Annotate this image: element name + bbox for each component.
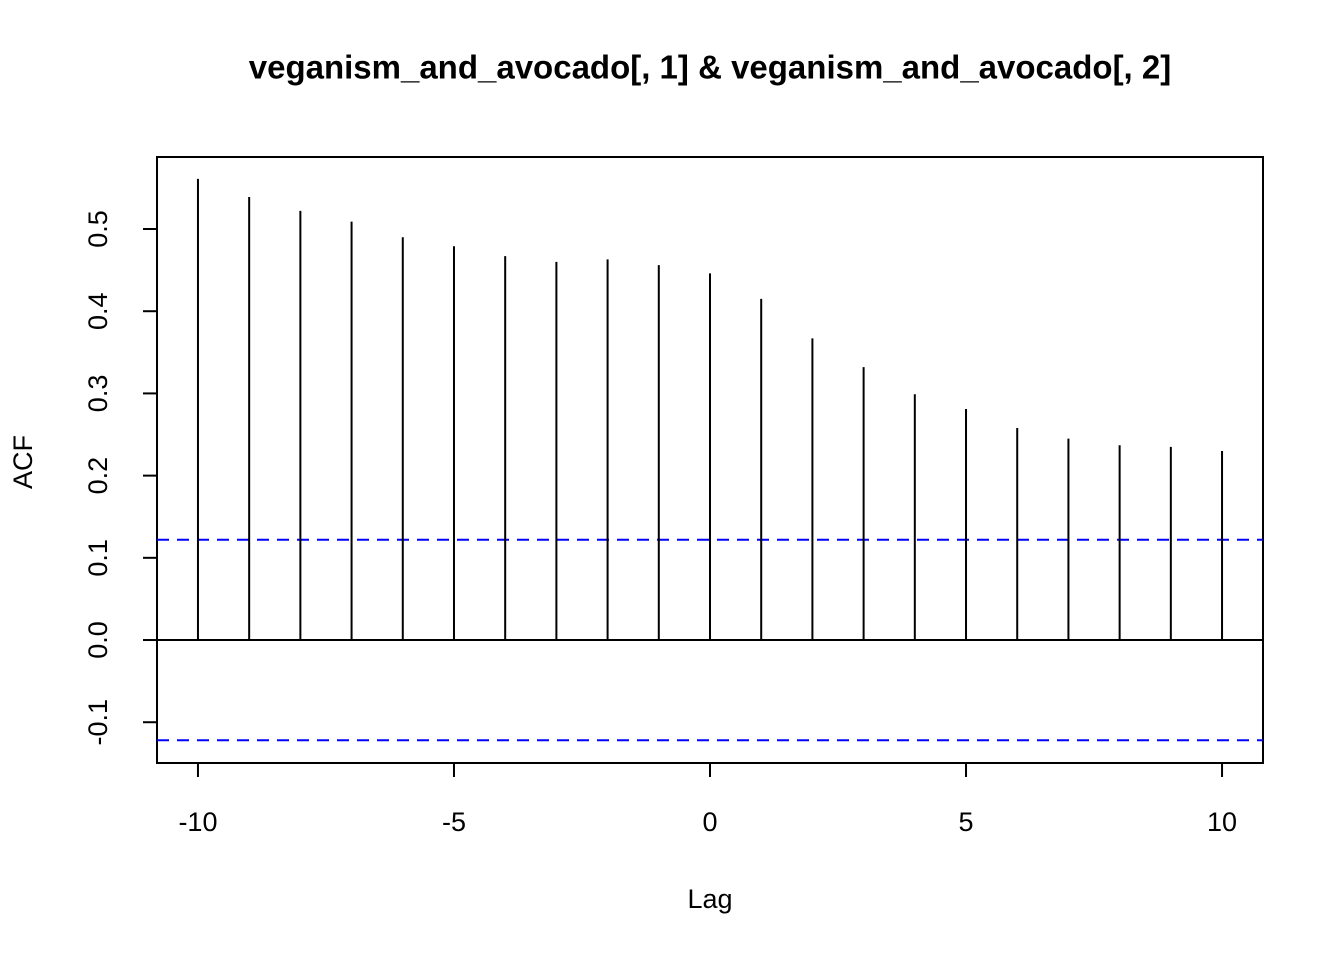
y-tick-label: 0.4	[83, 292, 113, 330]
y-tick-label: 0.2	[83, 457, 113, 495]
y-tick-label: 0.5	[83, 210, 113, 248]
chart-title: veganism_and_avocado[, 1] & veganism_and…	[249, 49, 1172, 86]
x-tick-label: -10	[178, 807, 217, 837]
y-tick-label: 0.1	[83, 539, 113, 577]
x-tick-label: 0	[702, 807, 717, 837]
x-tick-label: 5	[959, 807, 974, 837]
y-tick-label: -0.1	[83, 699, 113, 746]
y-axis-label: ACF	[8, 435, 38, 489]
y-tick-label: 0.3	[83, 375, 113, 413]
x-tick-label: -5	[442, 807, 466, 837]
x-axis-label: Lag	[687, 884, 732, 914]
x-tick-label: 10	[1207, 807, 1237, 837]
y-tick-label: 0.0	[83, 621, 113, 659]
